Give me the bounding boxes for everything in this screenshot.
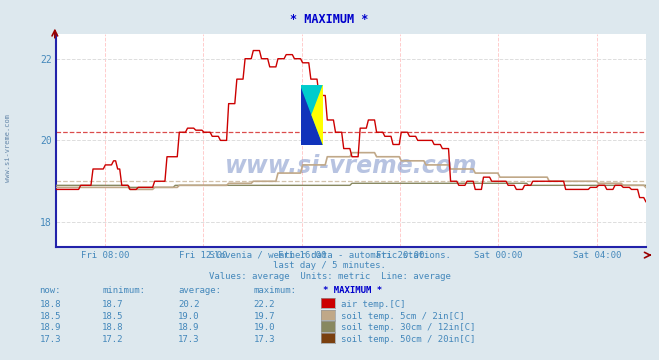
Text: maximum:: maximum: [254,287,297,296]
Text: last day / 5 minutes.: last day / 5 minutes. [273,261,386,270]
Text: 18.9: 18.9 [178,324,200,333]
Text: * MAXIMUM *: * MAXIMUM * [323,287,382,296]
Text: Values: average  Units: metric  Line: average: Values: average Units: metric Line: aver… [208,272,451,281]
Text: 18.5: 18.5 [40,312,61,321]
Text: 18.5: 18.5 [102,312,124,321]
Text: soil temp. 5cm / 2in[C]: soil temp. 5cm / 2in[C] [341,312,465,321]
Text: soil temp. 50cm / 20in[C]: soil temp. 50cm / 20in[C] [341,336,476,345]
Text: 18.8: 18.8 [102,324,124,333]
Text: now:: now: [40,287,61,296]
Text: www.si-vreme.com: www.si-vreme.com [5,114,11,181]
Text: 18.9: 18.9 [40,324,61,333]
Text: minimum:: minimum: [102,287,145,296]
Text: average:: average: [178,287,221,296]
Text: 18.7: 18.7 [102,300,124,309]
Text: 22.2: 22.2 [254,300,275,309]
Text: Slovenia / weather data - automatic stations.: Slovenia / weather data - automatic stat… [208,250,451,259]
Text: 17.3: 17.3 [254,336,275,345]
Text: 18.8: 18.8 [40,300,61,309]
Text: www.si-vreme.com: www.si-vreme.com [225,154,477,178]
Polygon shape [301,85,324,145]
Polygon shape [312,85,324,145]
Text: * MAXIMUM *: * MAXIMUM * [291,13,368,26]
Text: 17.3: 17.3 [40,336,61,345]
Text: 20.2: 20.2 [178,300,200,309]
Text: 19.0: 19.0 [254,324,275,333]
Text: air temp.[C]: air temp.[C] [341,300,406,309]
Text: 19.0: 19.0 [178,312,200,321]
Text: 17.2: 17.2 [102,336,124,345]
Text: soil temp. 30cm / 12in[C]: soil temp. 30cm / 12in[C] [341,324,476,333]
Text: 17.3: 17.3 [178,336,200,345]
Polygon shape [301,85,324,145]
Text: 19.7: 19.7 [254,312,275,321]
